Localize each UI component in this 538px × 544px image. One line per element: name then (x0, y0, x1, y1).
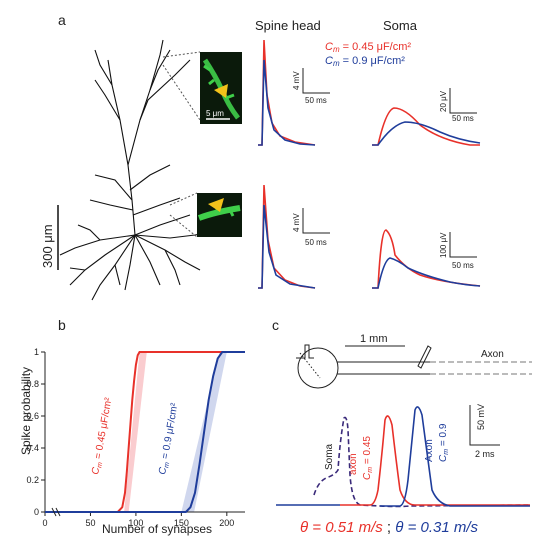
scale-label: 100 μV (439, 232, 448, 258)
col-header-spine: Spine head (255, 18, 321, 33)
inset-connector-bot-1 (169, 192, 198, 206)
conduction-velocity: θ = 0.51 m/s ; θ = 0.31 m/s (300, 519, 479, 536)
blue-cm-label: Cm = 0.9 (438, 423, 450, 462)
scale-label: 2 ms (475, 449, 495, 459)
x-tick-label: 100 (128, 518, 143, 528)
stimulus-pulse (296, 344, 314, 359)
axis-break (51, 507, 57, 517)
scale-label: 20 μV (439, 90, 448, 112)
y-tick-label: 0.8 (26, 379, 39, 389)
col-header-soma: Soma (383, 18, 418, 33)
trace-soma-bottom (372, 229, 481, 289)
x-tick-label: 50 (85, 518, 95, 528)
soma-schematic (297, 347, 339, 389)
red-cm-label: Cm = 0.45 (362, 436, 374, 480)
scale-label: 50 ms (305, 238, 327, 247)
electrode-icon (417, 345, 432, 369)
spine-scale-label: 5 μm (206, 109, 224, 118)
scale-bar-soma-top (449, 88, 477, 114)
series-line (45, 351, 245, 513)
scale-label: 4 mV (292, 213, 301, 232)
electrode-line (299, 352, 321, 379)
neuron-morphology (59, 39, 211, 301)
inset-connector-bot-2 (169, 214, 198, 238)
series-label-red: Cm = 0.45 μF/cm² (90, 396, 115, 476)
red-axon-label: axon (348, 453, 359, 475)
scale-bar-spine-top (302, 68, 330, 94)
ap-traces (276, 406, 531, 508)
scale-label: 50 ms (452, 261, 474, 270)
y-axis-label: Spike probability (19, 367, 33, 455)
soma-trace-label: Soma (324, 443, 335, 470)
y-tick-label: 0 (34, 507, 39, 517)
arrow-icon (208, 198, 224, 212)
x-tick-label: 0 (42, 518, 47, 528)
legend-blue: Cm = 0.9 μF/cm² (325, 55, 405, 68)
scale-label: 50 ms (452, 114, 474, 123)
scale-bar-spine-bottom (302, 208, 330, 234)
panel-a-label: a (58, 12, 66, 28)
ap-scale-bar (469, 405, 500, 446)
trace-spine-top (258, 39, 316, 146)
x-tick-label: 150 (174, 518, 189, 528)
scale-label: 50 mV (476, 404, 486, 430)
y-tick-label: 1 (34, 347, 39, 357)
trace-spine-bottom (258, 184, 316, 289)
panel-b-label: b (58, 317, 66, 333)
blue-axon-label: Axon (424, 439, 435, 462)
scale-label: 4 mV (292, 71, 301, 90)
axis-break (55, 507, 61, 517)
trace-soma-top (372, 107, 481, 146)
scale-label: 50 ms (305, 96, 327, 105)
y-tick-label: 0.4 (26, 443, 39, 453)
y-tick-label: 0.6 (26, 411, 39, 421)
spike-probability-chart: 0 50 100 150 200 0 0.2 0.4 0.6 0.8 1 (26, 347, 245, 528)
x-axis-label: Number of synapses (102, 522, 212, 536)
arrow-icon (214, 84, 228, 98)
legend-red: Cm = 0.45 μF/cm² (325, 41, 411, 54)
scale-bar-soma-bottom (449, 232, 477, 258)
panel-c-label: c (272, 317, 279, 333)
confidence-band (124, 352, 147, 512)
series-line (45, 351, 245, 513)
inset-connector-top-2 (162, 64, 201, 121)
mm-scale-label: 1 mm (360, 333, 388, 345)
series-label-blue: Cm = 0.9 μF/cm² (157, 402, 182, 476)
y-tick-label: 0.2 (26, 475, 39, 485)
x-tick-label: 200 (219, 518, 234, 528)
neuron-scale-label: 300 μm (40, 224, 55, 268)
axon-label: Axon (481, 349, 504, 360)
